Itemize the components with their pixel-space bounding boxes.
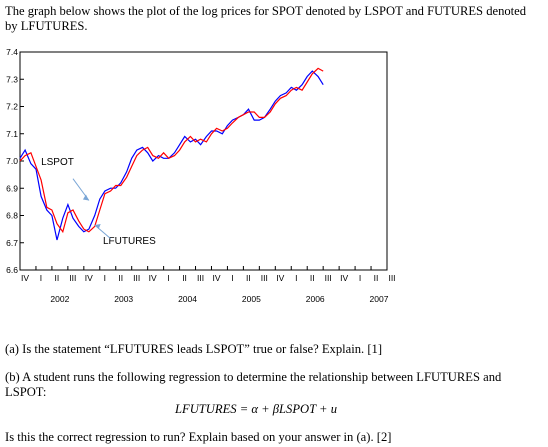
x-quarter-label: II <box>55 273 60 283</box>
question-a: (a) Is the statement “LFUTURES leads LSP… <box>5 342 383 356</box>
y-tick-label: 6.6 <box>6 265 18 275</box>
x-quarter-label: IV <box>21 273 29 283</box>
y-tick-label: 6.7 <box>6 238 18 248</box>
x-year-label: 2005 <box>242 294 261 304</box>
y-tick-label: 7.2 <box>6 102 18 112</box>
x-quarter-label: III <box>69 273 76 283</box>
question-c: Is this the correct regression to run? E… <box>5 430 392 444</box>
x-quarter-label: III <box>197 273 204 283</box>
x-year-label: 2003 <box>114 294 133 304</box>
x-quarter-label: I <box>40 273 42 283</box>
x-quarter-label: II <box>374 273 379 283</box>
x-quarter-label: IV <box>149 273 157 283</box>
y-tick-label: 7.1 <box>6 129 18 139</box>
arrow-head-lfutures <box>94 224 101 230</box>
x-quarter-label: I <box>359 273 361 283</box>
x-quarter-label: I <box>295 273 297 283</box>
regression-equation: LFUTURES = α + βLSPOT + u <box>175 402 338 416</box>
x-quarter-label: IV <box>276 273 284 283</box>
x-year-label: 2006 <box>306 294 325 304</box>
plot-frame <box>19 51 388 271</box>
x-quarter-label: IV <box>212 273 220 283</box>
intro-text: The graph below shows the plot of the lo… <box>5 4 527 33</box>
x-quarter-label: II <box>310 273 315 283</box>
x-quarter-label: IV <box>85 273 93 283</box>
x-year-label: 2002 <box>50 294 69 304</box>
x-year-label: 2004 <box>178 294 197 304</box>
x-year-label: 2007 <box>370 294 389 304</box>
x-quarter-label: I <box>167 273 169 283</box>
y-tick-label: 7.4 <box>6 47 18 57</box>
x-quarter-label: II <box>182 273 187 283</box>
annotation-lspot: LSPOT <box>41 157 74 168</box>
x-quarter-label: III <box>388 273 395 283</box>
x-quarter-label: II <box>246 273 251 283</box>
arrow-head-lspot <box>82 194 89 201</box>
annotation-lfutures: LFUTURES <box>103 236 156 247</box>
y-tick-label: 7.3 <box>6 74 18 84</box>
y-tick-label: 7.0 <box>6 156 18 166</box>
series-line-lspot <box>19 70 324 241</box>
y-tick-label: 6.8 <box>6 211 18 221</box>
x-quarter-label: III <box>133 273 140 283</box>
question-b: (b) A student runs the following regress… <box>5 370 502 399</box>
x-quarter-label: II <box>118 273 123 283</box>
log-price-chart: 6.66.76.86.97.07.17.27.37.4IV I II III IV I II… <box>6 47 395 304</box>
x-quarter-label: III <box>261 273 268 283</box>
y-tick-label: 6.9 <box>6 183 18 193</box>
x-quarter-label: III <box>325 273 332 283</box>
x-quarter-label: I <box>231 273 233 283</box>
x-quarter-label: I <box>104 273 106 283</box>
series-line-lfutures <box>19 67 324 234</box>
x-quarter-label: IV <box>340 273 348 283</box>
